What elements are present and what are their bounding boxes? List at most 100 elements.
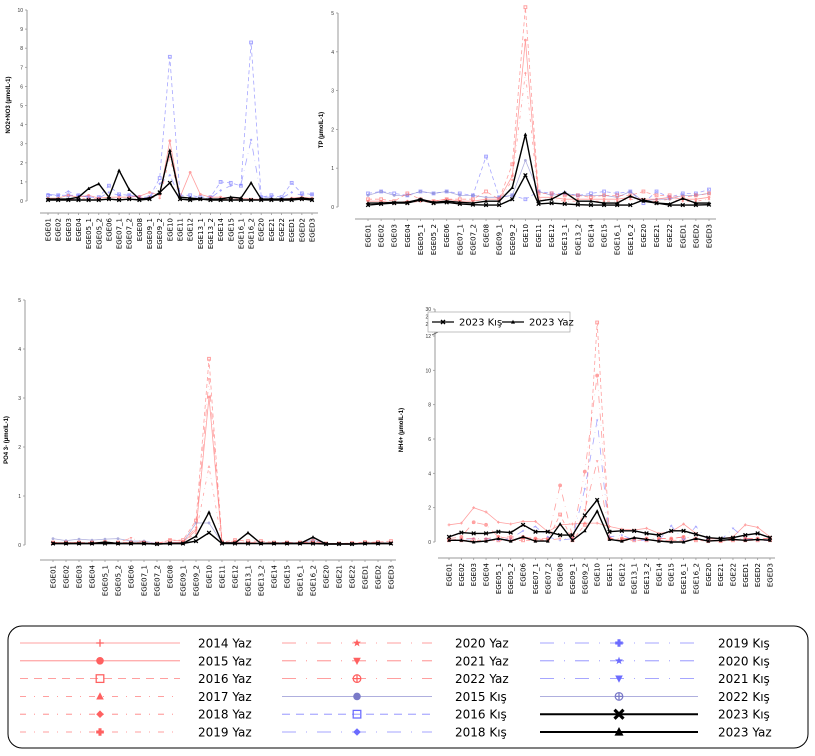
x-tick-label: EGE05_1 bbox=[495, 563, 503, 594]
data-point bbox=[77, 197, 80, 201]
series-2016-yaz bbox=[447, 320, 772, 544]
x-tick-label: EGED3 bbox=[767, 563, 775, 587]
x-tick-label: EGE01 bbox=[45, 218, 53, 241]
legend-label: 2015 Yaz bbox=[198, 654, 252, 668]
data-point bbox=[484, 539, 488, 543]
data-point bbox=[644, 537, 649, 541]
data-point bbox=[595, 320, 600, 325]
x-tick-label: EGE15 bbox=[668, 563, 676, 586]
series-2016-yaz bbox=[366, 5, 711, 204]
data-point bbox=[46, 192, 50, 196]
x-tick-label: EGE06 bbox=[105, 217, 113, 241]
series-2015-yaz bbox=[366, 38, 711, 205]
x-tick-label: EGE16_1 bbox=[237, 218, 245, 249]
data-point bbox=[188, 170, 192, 174]
data-point bbox=[193, 538, 199, 544]
data-point bbox=[657, 537, 661, 541]
data-point bbox=[682, 522, 685, 526]
data-point bbox=[77, 537, 81, 541]
legend-item-2014-yaz: 2014 Yaz bbox=[20, 637, 252, 651]
x-tick-label: EGE13_1 bbox=[561, 224, 569, 255]
data-point bbox=[602, 201, 606, 205]
y-tick-label: 4 bbox=[18, 347, 21, 353]
x-tick-label: EGE03 bbox=[76, 565, 84, 588]
data-point bbox=[523, 132, 528, 136]
data-point bbox=[549, 197, 554, 201]
data-point bbox=[405, 191, 410, 196]
data-point bbox=[207, 510, 211, 514]
y-tick-label: 3 bbox=[20, 142, 23, 148]
data-point bbox=[168, 155, 172, 159]
x-tick-label: EGE08 bbox=[557, 563, 565, 586]
chart-panel-2: 0 1 2 3 4 5 TP (µmolL-1) EGE01 EGE02 EGE03 EGE04 EG… bbox=[319, 5, 716, 255]
data-point bbox=[558, 483, 562, 487]
data-point bbox=[458, 193, 462, 197]
data-point bbox=[483, 202, 489, 208]
legend-marker-cross-icon bbox=[615, 639, 623, 647]
data-point bbox=[681, 540, 686, 544]
data-point bbox=[595, 521, 599, 525]
series-line bbox=[448, 461, 770, 541]
data-point bbox=[168, 541, 172, 545]
y-tick-label: 5 bbox=[20, 104, 23, 110]
legend-marker-x-icon bbox=[613, 708, 625, 720]
legend-label: 2022 Kış bbox=[718, 690, 770, 704]
data-point bbox=[681, 199, 685, 203]
data-point bbox=[706, 539, 711, 543]
data-point bbox=[563, 197, 567, 201]
data-point bbox=[127, 187, 132, 191]
legend-marker-plus-icon bbox=[96, 639, 104, 647]
data-point bbox=[707, 197, 711, 201]
y-tick-label: 8 bbox=[428, 403, 431, 409]
y-axis-label: NO2+NO3 (µmolL-1) bbox=[6, 77, 12, 134]
data-point bbox=[116, 197, 122, 203]
data-point bbox=[181, 541, 185, 545]
series-line bbox=[48, 42, 313, 198]
data-point bbox=[96, 197, 102, 203]
x-tick-label: EGE16_1 bbox=[680, 563, 688, 594]
legend-marker-diamond-icon bbox=[353, 728, 361, 736]
x-tick-label: EGE15 bbox=[601, 224, 609, 247]
data-point bbox=[116, 541, 120, 545]
x-tick-label: EGE02 bbox=[378, 224, 386, 247]
legend-label: 2020 Yaz bbox=[455, 637, 509, 651]
series-line bbox=[368, 73, 710, 204]
y-tick-label: 2 bbox=[428, 506, 431, 512]
x-tick-label: EGE13_2 bbox=[643, 563, 651, 594]
data-point bbox=[207, 356, 211, 361]
data-point bbox=[558, 537, 562, 541]
data-point bbox=[459, 521, 463, 525]
x-tick-label: EGE10 bbox=[522, 224, 530, 247]
data-point bbox=[363, 541, 367, 545]
data-point bbox=[207, 465, 211, 468]
legend-item-2018-yaz: 2018 Yaz bbox=[20, 708, 252, 722]
data-point bbox=[129, 541, 133, 545]
y-axis-label: TP (µmolL-1) bbox=[319, 112, 325, 148]
data-point bbox=[379, 201, 383, 205]
legend-label: 2022 Yaz bbox=[455, 672, 509, 686]
x-tick-label: EGE13_1 bbox=[245, 565, 253, 596]
data-point bbox=[484, 199, 488, 203]
data-point bbox=[76, 195, 81, 199]
legend-marker-star-icon bbox=[615, 656, 623, 665]
data-point bbox=[207, 521, 211, 525]
x-tick-label: EGE01 bbox=[446, 563, 454, 586]
legend-marker-triangle-icon bbox=[96, 692, 104, 700]
data-point bbox=[654, 189, 659, 194]
data-point bbox=[311, 535, 315, 539]
data-point bbox=[51, 541, 55, 545]
series-2021-yaz bbox=[447, 460, 772, 542]
series-2016-kış bbox=[46, 40, 314, 200]
y-axis-label: NH4+ (µmolL-1) bbox=[399, 408, 405, 452]
y-tick-label: 0 bbox=[18, 543, 21, 549]
data-point bbox=[484, 154, 488, 159]
data-point bbox=[667, 201, 672, 206]
legend-marker-circle-plus-icon bbox=[353, 674, 361, 683]
x-tick-label: EGE11 bbox=[535, 224, 543, 247]
data-point bbox=[546, 535, 550, 539]
y-tick-label: 10 bbox=[17, 8, 23, 14]
legend-label: 2023 Kış bbox=[459, 318, 502, 329]
x-tick-label: EGE02 bbox=[458, 563, 466, 586]
y-tick-label: 1 bbox=[20, 180, 23, 186]
data-point bbox=[510, 185, 515, 190]
